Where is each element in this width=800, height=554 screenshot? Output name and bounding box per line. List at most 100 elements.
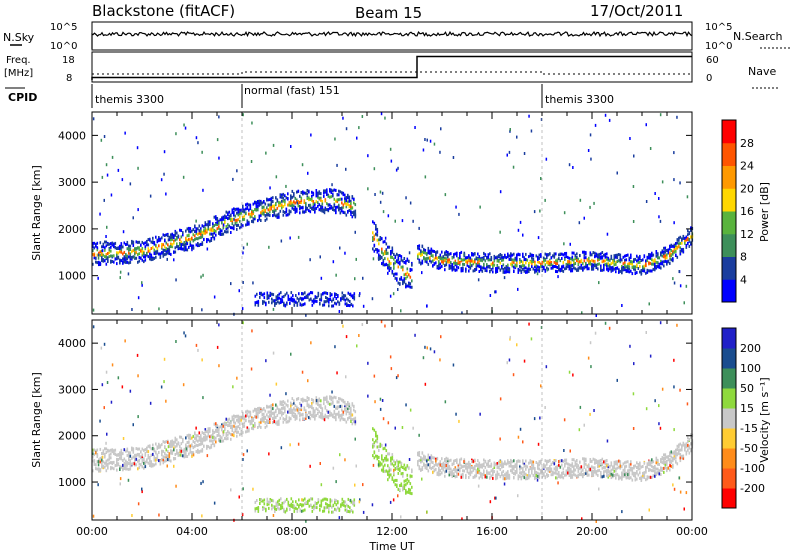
power-cell [661,254,664,258]
velocity-cell [438,462,440,466]
power-cell [102,242,105,246]
velocity-cell [353,419,355,423]
velocity-cell [251,420,253,424]
power-cell [333,188,336,192]
velocity-cell [489,464,491,468]
velocity-cell [577,475,580,479]
power-cell [664,259,667,263]
power-cell [648,256,650,260]
power-cell [477,264,479,268]
power-cell [339,197,342,201]
velocity-cell [185,454,187,458]
velocity-cell [92,469,94,473]
velocity-cell [520,466,523,470]
velocity-cell [122,459,124,462]
power-cell [215,229,217,233]
velocity-cell [402,466,404,469]
power-cell [387,266,389,270]
velocity-cell [105,462,108,466]
power-cell [296,301,299,305]
power-cell [465,269,467,273]
velocity-cell [254,415,256,419]
power-cell [150,240,153,244]
velocity-cell [305,414,307,418]
power-cell [387,271,389,275]
velocity-cell [186,434,189,438]
power-cell [201,242,204,246]
velocity-cell [478,466,481,470]
velocity-cell [606,469,608,473]
velocity-cell [171,444,174,448]
power-noise [457,266,460,270]
power-cell [636,254,638,258]
power-cell [435,251,437,255]
velocity-cell [225,423,228,426]
power-cell [600,266,602,270]
velocity-cell [342,400,345,404]
power-cell [92,252,94,256]
velocity-cell [317,398,319,402]
velocity-cell [609,465,611,469]
power-cell [460,250,463,254]
power-cell [303,201,306,204]
velocity-cell [604,462,607,466]
velocity-cell [206,446,208,450]
power-cell [281,193,283,197]
velocity-cell [441,457,443,461]
power-cell [519,258,521,262]
power-cell [114,246,117,250]
power-noise [272,307,275,311]
power-cell [218,226,220,230]
velocity-cell [99,456,102,460]
power-cell [544,252,547,256]
velocity-cell [111,448,114,452]
velocity-cell [409,474,412,478]
power-cell [251,219,253,223]
power-cell [663,252,665,256]
velocity-cell [150,453,153,457]
power-cell [191,244,193,248]
power-cell [390,266,392,270]
velocity-cell [490,469,493,473]
power-cell [254,303,257,307]
velocity-cell [381,468,383,472]
velocity-cell [430,457,433,461]
velocity-cell [622,462,625,466]
velocity-cell [439,469,442,473]
velocity-cell [445,467,448,471]
power-cell [240,223,243,227]
power-cell [586,258,589,262]
power-cell [290,210,292,214]
velocity-cell [486,469,488,473]
velocity-cell [621,473,623,477]
velocity-cell [636,477,638,481]
velocity-cell [604,465,607,469]
power-cell [338,189,340,193]
power-cell [158,239,160,243]
power-cell [110,260,112,264]
power-cell [559,267,562,271]
power-cell [309,203,312,207]
power-cell [402,268,404,272]
power-cell [255,208,258,212]
power-cell [144,258,147,262]
power-cell [249,212,252,216]
velocity-cell [189,450,192,454]
velocity-cell [311,398,313,401]
colorbar-tick-label: 4 [740,273,747,286]
power-cell [198,231,201,235]
power-cell [126,240,129,244]
power-cell [513,269,515,273]
power-cell [129,248,132,251]
velocity-cell [99,460,102,464]
velocity-cell [209,439,211,443]
power-cell [219,232,222,236]
power-cell [561,252,563,256]
power-noise [452,156,455,159]
power-cell [215,217,217,221]
velocity-cell [140,450,142,454]
velocity-cell [391,453,394,457]
velocity-cell [120,457,123,461]
velocity-cell [147,450,150,454]
power-noise [659,219,662,223]
